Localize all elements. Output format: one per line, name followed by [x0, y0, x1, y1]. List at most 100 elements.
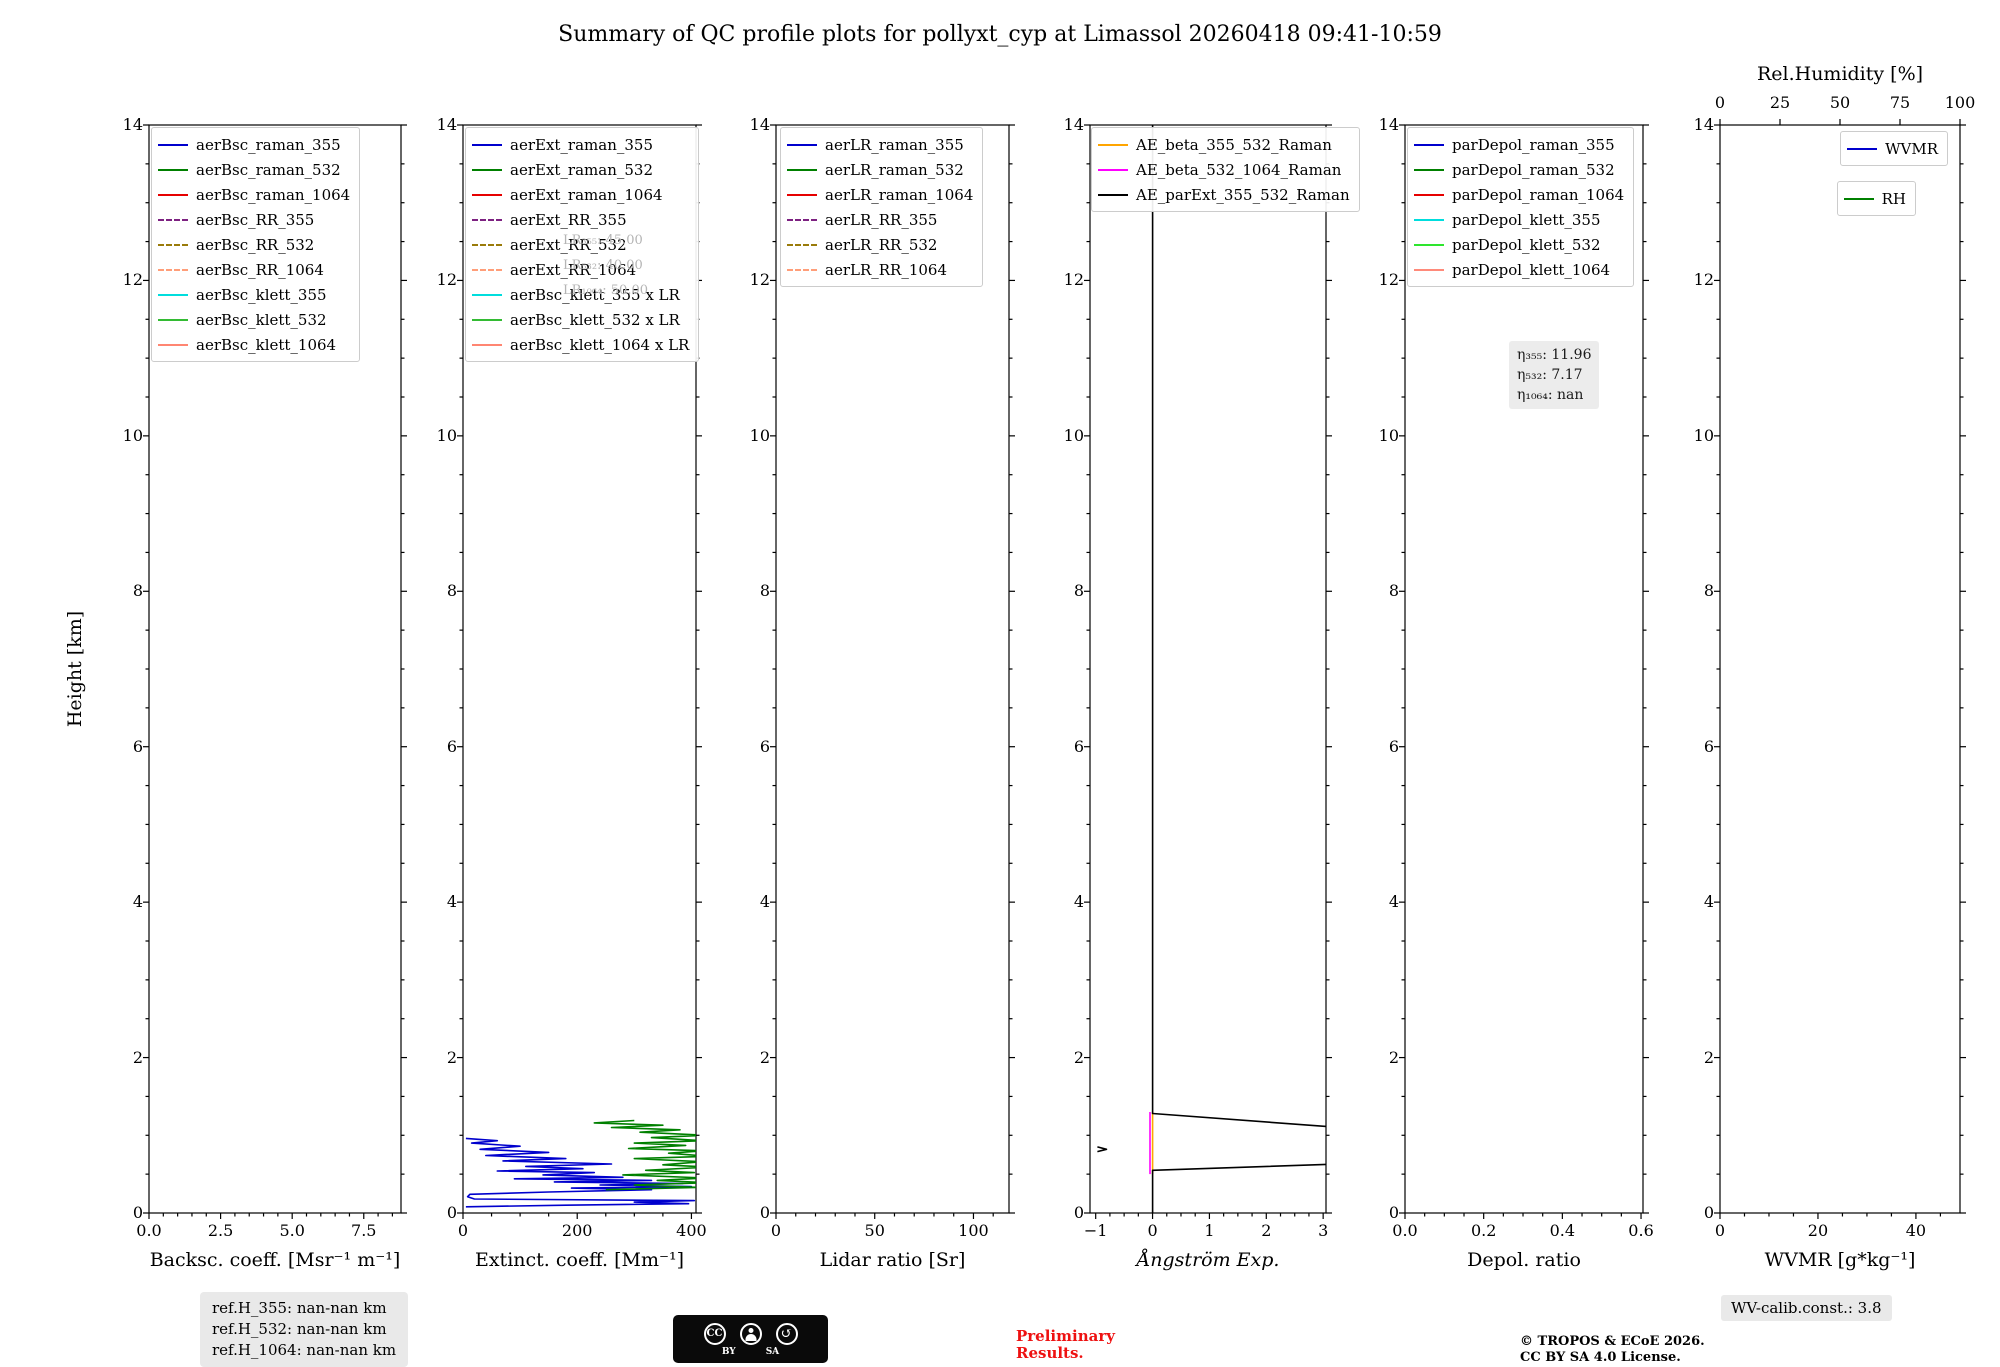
legend-line-sample [787, 243, 817, 246]
series-aerExt_raman_532 [593, 1119, 696, 1191]
y-tick-label: 6 [759, 736, 770, 756]
x-axis-label-lidar-ratio: Lidar ratio [Sr] [819, 1249, 966, 1271]
legend-line-sample [1414, 268, 1444, 271]
legend-item: aerBsc_klett_532 x LR [472, 307, 689, 332]
panel-angstroem: 0 2 4 6 8 10 12 14 −1 0 1 2 3 Ångström Exp. AE_beta_35… [1064, 115, 1360, 1271]
legend-item: aerLR_RR_1064 [787, 257, 973, 282]
plot-area-lidar-ratio [770, 124, 1015, 1219]
legend-line-sample [158, 268, 188, 271]
annotation-line: η₃₅₅: 11.96 [1517, 347, 1592, 363]
legend-item-label: parDepol_raman_532 [1452, 160, 1615, 179]
legend-item: aerExt_RR_532 [472, 232, 689, 257]
legend-item-label: aerLR_raman_1064 [825, 185, 974, 204]
legend-line-sample [1414, 218, 1444, 221]
x-tick-label: 0 [1714, 1221, 1726, 1240]
y-tick-label: 4 [446, 892, 457, 912]
y-tick-label: 6 [1703, 736, 1714, 756]
legend-item: aerBsc_klett_1064 [158, 332, 350, 357]
y-tick-label: 0 [759, 1203, 770, 1222]
legend-item: parDepol_raman_532 [1414, 157, 1624, 182]
ref-height-line-532: ref.H_532: nan-nan km [212, 1320, 387, 1338]
legend-item: aerLR_RR_355 [787, 207, 973, 232]
legend-item-label: WVMR [1885, 139, 1938, 158]
tick-marks [770, 124, 1015, 1219]
y-tick-label: 8 [1703, 581, 1714, 601]
cc-logo-icon: CC [703, 1322, 726, 1345]
legend: RH [1836, 181, 1916, 216]
y-tick-label: 0 [1388, 1203, 1399, 1222]
legend: aerLR_raman_355 aerLR_raman_532 aerLR_rama… [780, 127, 984, 287]
annotation-line: η₅₃₂: 7.17 [1517, 367, 1583, 383]
legend-line-sample [158, 343, 188, 346]
y-tick-label: 2 [1073, 1047, 1084, 1067]
legend-item: parDepol_klett_532 [1414, 232, 1624, 257]
legend-line-sample [787, 218, 817, 221]
preliminary-results-note: Preliminary Results. [1016, 1327, 1115, 1363]
legend: AE_beta_355_532_Raman AE_beta_532_1064_Ra… [1091, 127, 1360, 212]
x-tick-label: 50 [864, 1221, 885, 1240]
legend-item-label: parDepol_klett_355 [1452, 210, 1601, 229]
y-tick-label: 14 [1693, 115, 1714, 134]
plot-area-wvmr [1714, 119, 1966, 1219]
legend-line-sample [1847, 147, 1878, 150]
annotation-line: LR₃₅₅: 45.00 [563, 233, 643, 248]
y-tick-label: 4 [1073, 892, 1084, 912]
legend: parDepol_raman_355 parDepol_raman_532 parD… [1407, 127, 1635, 287]
legend-item-label: aerBsc_klett_532 [196, 310, 327, 329]
y-tick-label: 8 [446, 581, 457, 601]
annotation-line: LR₁₀₆₄: 50.00 [563, 283, 648, 298]
axes-frame [1404, 124, 1644, 1214]
y-tick-label: 6 [132, 736, 143, 756]
legend-line-sample [1414, 243, 1444, 246]
series-aerExt_raman_355 [465, 1137, 696, 1208]
height-axis-label: Height [km] [64, 610, 86, 728]
y-tick-label: 8 [1073, 581, 1084, 601]
copyright-line-1: © TROPOS & ECoE 2026. [1520, 1334, 1705, 1349]
share-alike-icon: ↺ [775, 1322, 798, 1345]
plot-area-backscatter [143, 124, 407, 1219]
y-tick-label: 10 [749, 425, 770, 445]
x-tick-label: 5.0 [279, 1221, 305, 1240]
legend-item-label: aerExt_RR_355 [510, 210, 627, 229]
legend-item: parDepol_raman_1064 [1414, 182, 1624, 207]
legend-line-sample [1098, 168, 1128, 171]
panel-annotation: LR₃₅₅: 45.00 LR₅₃₂: 40.00 LR₁₀₆₄: 50.00 [563, 228, 648, 303]
legend-item-label: AE_beta_355_532_Raman [1136, 135, 1332, 154]
y-tick-label: 4 [1388, 892, 1399, 912]
legend-item: aerExt_raman_532 [472, 157, 689, 182]
preliminary-line-2: Results. [1016, 1344, 1084, 1363]
legend-line-sample [158, 168, 188, 171]
legend-item-label: aerLR_RR_355 [825, 210, 938, 229]
y-tick-label: 0 [446, 1203, 457, 1222]
legend-item-label: aerBsc_RR_355 [196, 210, 315, 229]
legend-line-sample [787, 268, 817, 271]
legend-item-label: AE_beta_532_1064_Raman [1136, 160, 1342, 179]
x-tick-label: 0.2 [1470, 1221, 1497, 1240]
plot-area-angstroem [1084, 124, 1332, 1219]
legend-line-sample [787, 193, 817, 196]
legend-line-sample [787, 168, 817, 171]
x-tick-label: 0.6 [1628, 1221, 1654, 1240]
legend-line-sample [472, 243, 502, 246]
x-tick-label: 40 [1905, 1221, 1927, 1240]
y-tick-label: 12 [1693, 270, 1714, 290]
x-tick-label: 7.5 [351, 1221, 377, 1240]
legend-item: parDepol_raman_355 [1414, 132, 1624, 157]
series-AE_parExt_low_marker [1097, 1146, 1108, 1153]
legend-line-sample [472, 268, 502, 271]
y-tick-label: 10 [122, 425, 143, 445]
legend-line-sample [1414, 193, 1444, 196]
legend-item: parDepol_klett_355 [1414, 207, 1624, 232]
y-tick-label: 14 [1063, 115, 1084, 134]
attribution-person-icon [739, 1322, 762, 1345]
y-tick-label: 12 [436, 270, 457, 290]
y-tick-label: 14 [749, 115, 770, 134]
legend-item-label: aerLR_RR_532 [825, 235, 938, 254]
y-tick-label: 12 [1063, 270, 1084, 290]
preliminary-line-1: Preliminary [1016, 1327, 1115, 1345]
y-tick-label: 6 [1388, 736, 1399, 756]
legend-item-label: aerExt_RR_1064 [510, 260, 637, 279]
y-tick-label: 0 [132, 1203, 143, 1222]
y-tick-label: 14 [122, 115, 143, 134]
